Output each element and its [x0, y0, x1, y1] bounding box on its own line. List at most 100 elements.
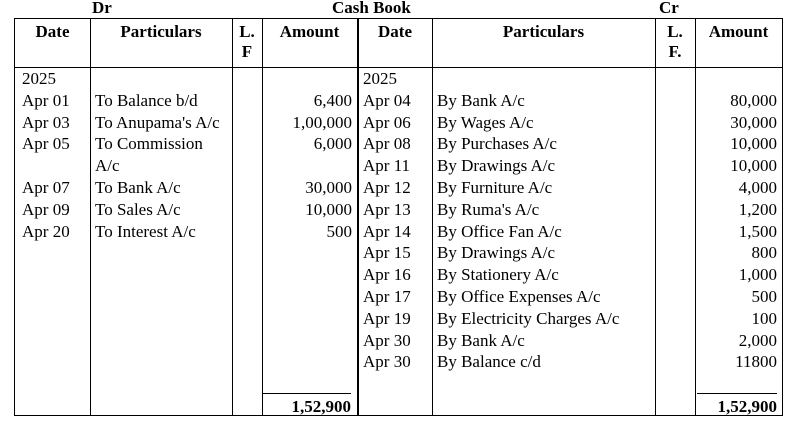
- entry-amount: 1,500: [738, 221, 777, 241]
- credit-total: 1,52,900: [697, 393, 777, 417]
- entry-lf: [655, 177, 695, 199]
- page-title: Cash Book: [332, 0, 411, 17]
- entry-date: Apr 07: [22, 177, 70, 197]
- header-date-dr: Date: [35, 22, 70, 41]
- cr-label: Cr: [659, 0, 679, 17]
- entry-date: Apr 05: [22, 134, 70, 154]
- dr-label: Dr: [92, 0, 112, 17]
- entry-particulars: By Bank A/c: [437, 330, 525, 350]
- entry-date: Apr 08: [363, 134, 411, 154]
- entry-lf: [655, 351, 695, 373]
- empty: [90, 68, 232, 90]
- empty: [695, 68, 782, 90]
- entry-particulars: By Bank A/c: [437, 90, 525, 110]
- entry-particulars: By Purchases A/c: [437, 134, 557, 154]
- entry-amount: 30,000: [730, 112, 777, 132]
- entry-amount: 1,000: [738, 265, 777, 285]
- entry-lf: [655, 242, 695, 264]
- header-amount-cr: Amount: [708, 22, 769, 41]
- entry-lf: [232, 112, 262, 134]
- entry-date: Apr 14: [363, 221, 411, 241]
- entry-date: Apr 09: [22, 199, 70, 219]
- entry-lf: [655, 330, 695, 352]
- entry-particulars: By Office Expenses A/c: [437, 286, 601, 306]
- entry-particulars: By Wages A/c: [437, 112, 534, 132]
- entry-lf: [655, 221, 695, 243]
- entry-date: Apr 17: [363, 286, 411, 306]
- entry-date: Apr 04: [363, 90, 411, 110]
- entry-lf: [655, 199, 695, 221]
- entry-amount: 10,000: [730, 156, 777, 176]
- entry-date: Apr 12: [363, 177, 411, 197]
- entry-lf: [655, 155, 695, 177]
- entry-particulars: To Bank A/c: [95, 177, 181, 197]
- entry-lf: [655, 90, 695, 112]
- entry-amount: 6,000: [313, 134, 352, 154]
- entry-particulars: By Office Fan A/c: [437, 221, 562, 241]
- entry-lf: [655, 286, 695, 308]
- entry-lf: [655, 133, 695, 155]
- entry-particulars: By Electricity Charges A/c: [437, 308, 620, 328]
- entry-particulars: By Balance c/d: [437, 352, 541, 372]
- header-particulars-cr: Particulars: [502, 22, 585, 41]
- entry-amount: 80,000: [730, 90, 777, 110]
- empty: [432, 68, 655, 90]
- entry-amount: 11800: [735, 352, 777, 372]
- credit-side: 2025 Apr 04 By Bank A/c 80,000 Apr 06 By Wage…: [358, 68, 782, 373]
- entry-date: Apr 06: [363, 112, 411, 132]
- entry-amount: 100: [751, 308, 778, 328]
- year-label: 2025: [22, 69, 56, 88]
- entry-date: Apr 30: [363, 352, 411, 372]
- entry-particulars: To Commission A/c: [95, 134, 203, 176]
- cash-book-table: Date Particulars L. F Amount Date Partic…: [14, 18, 783, 416]
- entry-particulars: To Anupama's A/c: [95, 112, 220, 132]
- entry-amount: 500: [326, 221, 353, 241]
- entry-particulars: To Sales A/c: [95, 199, 181, 219]
- entry-lf: [232, 199, 262, 221]
- entry-particulars: By Ruma's A/c: [437, 199, 540, 219]
- header-particulars-dr: Particulars: [120, 22, 202, 41]
- entry-date: Apr 19: [363, 308, 411, 328]
- entry-particulars: To Balance b/d: [95, 90, 198, 110]
- header-lf-cr: L. F.: [667, 22, 683, 61]
- entry-lf: [232, 133, 262, 177]
- entry-particulars: By Stationery A/c: [437, 265, 559, 285]
- empty: [655, 68, 695, 90]
- empty: [232, 68, 262, 90]
- entry-amount: 800: [751, 243, 778, 263]
- entry-particulars: To Interest A/c: [95, 221, 196, 241]
- empty: [262, 68, 357, 90]
- entry-lf: [232, 90, 262, 112]
- header-date-cr: Date: [378, 22, 412, 41]
- entry-date: Apr 01: [22, 90, 70, 110]
- year-label: 2025: [363, 69, 397, 88]
- entry-amount: 4,000: [738, 177, 777, 197]
- debit-total: 1,52,900: [263, 393, 351, 417]
- entry-particulars: By Furniture A/c: [437, 177, 553, 197]
- header-lf-dr: L. F: [239, 22, 255, 61]
- entry-date: Apr 20: [22, 221, 70, 241]
- entry-lf: [655, 264, 695, 286]
- entry-amount: 6,400: [313, 90, 352, 110]
- entry-lf: [232, 221, 262, 243]
- entry-lf: [655, 308, 695, 330]
- entry-date: Apr 16: [363, 265, 411, 285]
- entry-date: Apr 11: [363, 156, 411, 176]
- entry-date: Apr 15: [363, 243, 411, 263]
- entry-amount: 10,000: [730, 134, 777, 154]
- entry-particulars: By Drawings A/c: [437, 156, 556, 176]
- entry-date: Apr 03: [22, 112, 70, 132]
- entry-amount: 2,000: [738, 330, 777, 350]
- entry-particulars: By Drawings A/c: [437, 243, 556, 263]
- entry-lf: [232, 177, 262, 199]
- entry-date: Apr 30: [363, 330, 411, 350]
- entry-amount: 500: [751, 286, 778, 306]
- header-amount-dr: Amount: [279, 22, 340, 41]
- entry-amount: 1,00,000: [292, 112, 353, 132]
- entry-lf: [655, 112, 695, 134]
- debit-side: 2025 Apr 01 To Balance b/d 6,400 Apr 03 To An…: [17, 68, 357, 242]
- entry-date: Apr 13: [363, 199, 411, 219]
- entry-amount: 30,000: [305, 177, 352, 197]
- entry-amount: 10,000: [305, 199, 352, 219]
